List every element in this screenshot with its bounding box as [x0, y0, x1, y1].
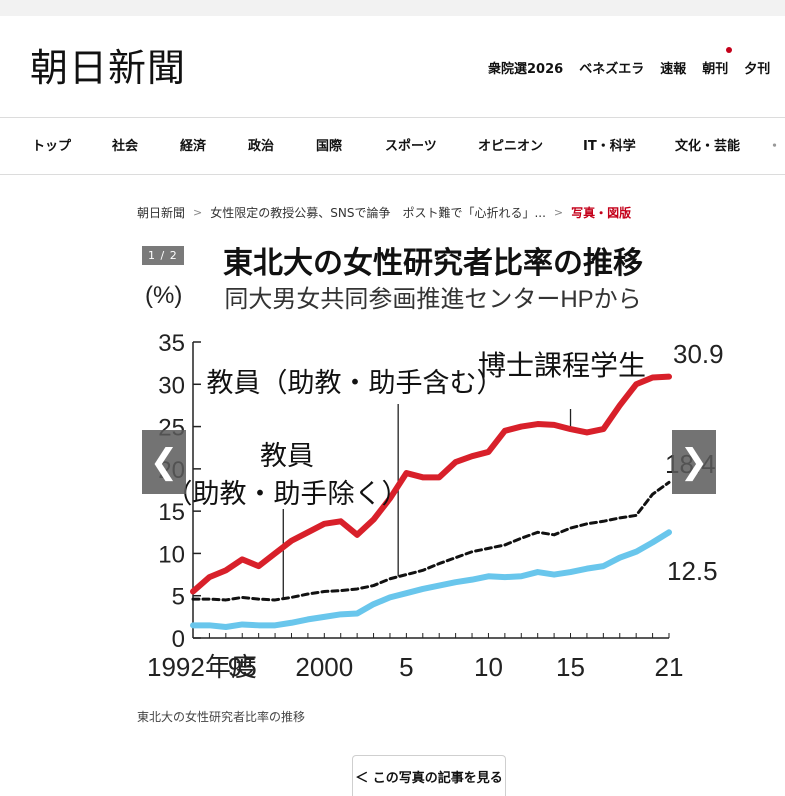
- category-top[interactable]: トップ: [32, 139, 72, 154]
- y-tick-label: 0: [172, 626, 185, 653]
- view-article-button[interactable]: ＜ この写真の記事を見る: [352, 755, 506, 796]
- category-international[interactable]: 国際: [316, 139, 343, 154]
- annotation-label: （助教・助手除く）: [166, 479, 409, 509]
- annotation-label: 教員（助教・助手含む）: [207, 368, 504, 398]
- series-line-3: [190, 529, 672, 631]
- x-tick-label: 15: [556, 652, 585, 682]
- category-economy[interactable]: 経済: [180, 139, 207, 154]
- breadcrumb-home[interactable]: 朝日新聞: [137, 206, 186, 220]
- chart-title: 東北大の女性研究者比率の推移: [223, 246, 643, 280]
- y-tick-label: 35: [158, 330, 185, 357]
- x-tick-label: 5: [399, 652, 413, 682]
- breadcrumb-separator: >: [553, 206, 564, 219]
- chart-subtitle: 同大男女共同参画推進センターHPから: [224, 286, 641, 313]
- top-band: [0, 0, 785, 16]
- annotation-label: 教員: [260, 441, 314, 471]
- top-nav-label: 衆院選2026: [488, 62, 564, 77]
- image-caption: 東北大の女性研究者比率の推移: [137, 710, 306, 724]
- photo-figure: 東北大の女性研究者比率の推移 同大男女共同参画推進センターHPから (%) 0 5…: [137, 237, 728, 697]
- end-value-label: 12.5: [667, 556, 718, 586]
- top-nav-breaking[interactable]: 速報: [660, 58, 686, 77]
- chevron-left-icon: ❮: [149, 442, 179, 482]
- breadcrumb-current: 写真・図版: [571, 206, 632, 220]
- category-culture[interactable]: 文化・芸能: [675, 139, 741, 154]
- header-divider: [0, 117, 785, 118]
- y-tick-label: 10: [158, 541, 185, 568]
- site-logo[interactable]: 朝日新聞: [30, 46, 187, 90]
- series-line-1: [190, 373, 672, 595]
- breadcrumb: 朝日新聞 > 女性限定の教授公募、SNSで論争 ポスト難で「心折れる」... >…: [137, 204, 631, 221]
- x-tick-label: 95: [228, 652, 257, 682]
- prev-image-button[interactable]: ❮: [142, 430, 186, 494]
- top-nav-label: 夕刊: [744, 62, 771, 77]
- x-tick-label: 10: [474, 652, 503, 682]
- category-nav: トップ 社会 経済 政治 国際 スポーツ オピニオン IT・科学 文化・芸能 ・: [32, 135, 782, 154]
- category-sports[interactable]: スポーツ: [385, 139, 437, 154]
- new-badge-dot: [726, 47, 733, 53]
- nav-divider: [0, 174, 785, 175]
- end-value-label: 30.9: [673, 339, 724, 369]
- chevron-right-icon: ❯: [679, 442, 709, 482]
- y-tick-label: 15: [158, 499, 185, 526]
- top-nav-evening[interactable]: 夕刊: [744, 58, 770, 77]
- top-nav-label: 速報: [660, 62, 687, 77]
- top-nav: 衆院選2026 ベネズエラ 速報 朝刊 夕刊 連載: [488, 47, 785, 77]
- category-politics[interactable]: 政治: [248, 139, 275, 154]
- line-chart: 東北大の女性研究者比率の推移 同大男女共同参画推進センターHPから (%) 0 5…: [145, 246, 724, 682]
- category-it-science[interactable]: IT・科学: [583, 139, 636, 154]
- series-line-2: [191, 480, 671, 602]
- x-tick-label: 1992年度: [147, 652, 257, 682]
- category-society[interactable]: 社会: [112, 139, 139, 154]
- y-tick-label: 30: [158, 372, 185, 399]
- y-tick-label: 5: [172, 584, 185, 611]
- breadcrumb-article[interactable]: 女性限定の教授公募、SNSで論争 ポスト難で「心折れる」...: [210, 206, 546, 220]
- category-more[interactable]: ・: [768, 139, 782, 154]
- annotation-label: 博士課程学生: [478, 350, 646, 381]
- next-image-button[interactable]: ❯: [672, 430, 716, 494]
- image-counter: 1 / 2: [142, 246, 184, 265]
- x-tick-label: 2000: [295, 652, 353, 682]
- x-tick-label: 21: [655, 652, 684, 682]
- category-opinion[interactable]: オピニオン: [478, 139, 544, 154]
- top-nav-morning[interactable]: 朝刊: [702, 47, 733, 77]
- plot-area: 051015202530351992年度952000510152130.918.…: [147, 330, 724, 682]
- breadcrumb-separator: >: [193, 206, 203, 219]
- top-nav-venezuela[interactable]: ベネズエラ: [579, 58, 644, 77]
- chart-unit-label: (%): [145, 282, 182, 309]
- top-nav-label: 朝刊: [702, 62, 729, 77]
- top-nav-label: ベネズエラ: [579, 62, 645, 77]
- top-nav-election[interactable]: 衆院選2026: [488, 58, 563, 77]
